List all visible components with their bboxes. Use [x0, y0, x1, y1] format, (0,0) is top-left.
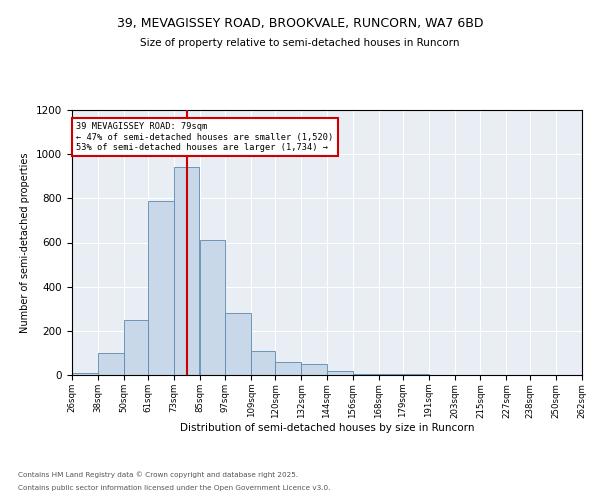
Text: 39, MEVAGISSEY ROAD, BROOKVALE, RUNCORN, WA7 6BD: 39, MEVAGISSEY ROAD, BROOKVALE, RUNCORN,…: [117, 18, 483, 30]
Bar: [251, 350, 275, 375]
Bar: [98, 353, 124, 375]
Bar: [199, 240, 226, 375]
X-axis label: Distribution of semi-detached houses by size in Runcorn: Distribution of semi-detached houses by …: [180, 423, 474, 433]
Text: Size of property relative to semi-detached houses in Runcorn: Size of property relative to semi-detach…: [140, 38, 460, 48]
Bar: [275, 362, 301, 375]
Text: 39 MEVAGISSEY ROAD: 79sqm
← 47% of semi-detached houses are smaller (1,520)
53% : 39 MEVAGISSEY ROAD: 79sqm ← 47% of semi-…: [76, 122, 334, 152]
Bar: [226, 313, 251, 375]
Y-axis label: Number of semi-detached properties: Number of semi-detached properties: [20, 152, 31, 333]
Bar: [301, 364, 327, 375]
Bar: [353, 374, 379, 375]
Bar: [72, 373, 98, 375]
Text: Contains HM Land Registry data © Crown copyright and database right 2025.: Contains HM Land Registry data © Crown c…: [18, 471, 298, 478]
Bar: [148, 200, 173, 375]
Bar: [403, 374, 428, 375]
Bar: [379, 374, 403, 375]
Bar: [327, 370, 353, 375]
Bar: [124, 320, 148, 375]
Bar: [173, 168, 199, 375]
Text: Contains public sector information licensed under the Open Government Licence v3: Contains public sector information licen…: [18, 485, 331, 491]
